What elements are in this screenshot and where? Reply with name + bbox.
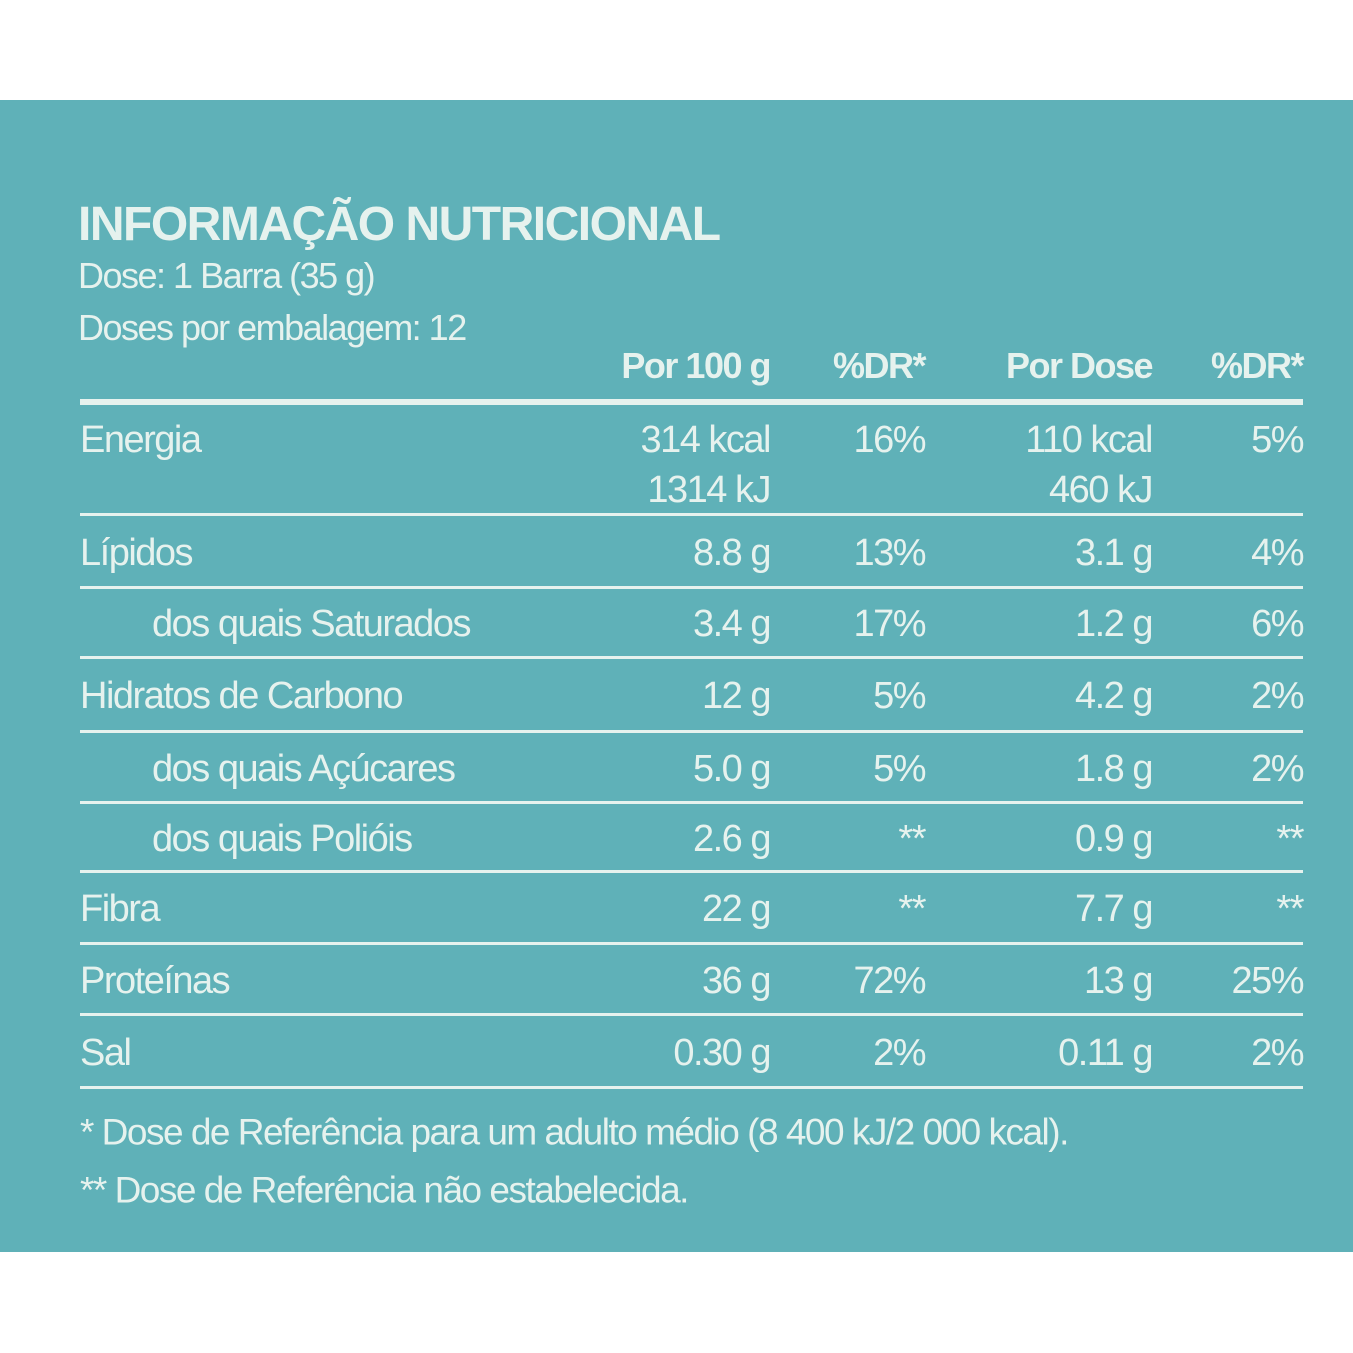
cell: 3.1 g: [1074, 531, 1154, 574]
row-label: Hidratos de Carbono: [80, 675, 404, 717]
cell: 5.0 g: [692, 747, 772, 790]
cell: 13%: [853, 531, 926, 574]
row-label: Lípidos: [80, 531, 194, 574]
row-label: dos quais Saturados: [152, 603, 471, 645]
servings-per-pack: Doses por embalagem: 12: [78, 307, 467, 348]
cell: 1.2 g: [1074, 603, 1154, 645]
row-label: dos quais Polióis: [152, 817, 413, 860]
cell: 17%: [853, 603, 926, 645]
rule: [80, 512, 1303, 516]
cell: 0.30 g: [673, 1031, 771, 1074]
cell: **: [898, 817, 926, 860]
row-label: Fibra: [80, 888, 161, 930]
cell: 2.6 g: [692, 817, 772, 860]
rule: [80, 1012, 1303, 1016]
cell: 0.9 g: [1074, 817, 1154, 860]
column-header: Por Dose: [1005, 345, 1154, 386]
column-header: Por 100 g: [621, 345, 771, 386]
rule: [80, 399, 1303, 405]
label-panel: [0, 100, 1353, 1252]
column-header: %DR*: [832, 345, 927, 386]
row-label: Energia: [80, 419, 202, 461]
cell: 7.7 g: [1074, 888, 1154, 930]
row-label: Sal: [80, 1031, 132, 1074]
cell: **: [1276, 888, 1304, 930]
cell: 12 g: [702, 675, 771, 717]
cell: 5%: [1251, 419, 1304, 461]
footnote: * Dose de Referência para um adulto médi…: [80, 1111, 1069, 1153]
cell: 4.2 g: [1074, 675, 1154, 717]
cell: 8.8 g: [692, 531, 772, 574]
cell: 2%: [1251, 1031, 1304, 1074]
cell: 5%: [873, 747, 926, 790]
cell: 2%: [1251, 747, 1304, 790]
cell: 2%: [1251, 675, 1304, 717]
cell: 72%: [853, 959, 926, 1002]
footnote: ** Dose de Referência não estabelecida.: [80, 1169, 689, 1211]
title: INFORMAÇÃO NUTRICIONAL: [78, 198, 721, 251]
cell: 1314 kJ: [647, 469, 771, 511]
rule: [80, 941, 1303, 945]
cell: **: [898, 888, 926, 930]
cell: 25%: [1231, 959, 1304, 1002]
cell: 0.11 g: [1058, 1031, 1153, 1074]
rule: [80, 729, 1303, 733]
cell: 110 kcal: [1025, 419, 1153, 461]
cell: 16%: [853, 419, 926, 461]
cell: 5%: [873, 675, 926, 717]
cell: 22 g: [702, 888, 771, 930]
serving: Dose: 1 Barra (35 g): [78, 255, 376, 296]
row-label: dos quais Açúcares: [152, 747, 456, 790]
cell: 2%: [873, 1031, 926, 1074]
cell: 314 kcal: [640, 419, 771, 461]
cell: 13 g: [1084, 959, 1153, 1002]
cell: 1.8 g: [1074, 747, 1154, 790]
row-label: Proteínas: [80, 959, 231, 1002]
rule: [80, 800, 1303, 804]
rule: [80, 1085, 1303, 1089]
cell: 460 kJ: [1049, 469, 1153, 511]
rule: [80, 869, 1303, 873]
cell: 6%: [1251, 603, 1304, 645]
rule: [80, 585, 1303, 589]
cell: 36 g: [702, 959, 771, 1002]
cell: 4%: [1251, 531, 1304, 574]
column-header: %DR*: [1210, 345, 1305, 386]
cell: **: [1276, 817, 1304, 860]
rule: [80, 655, 1303, 659]
cell: 3.4 g: [692, 603, 772, 645]
